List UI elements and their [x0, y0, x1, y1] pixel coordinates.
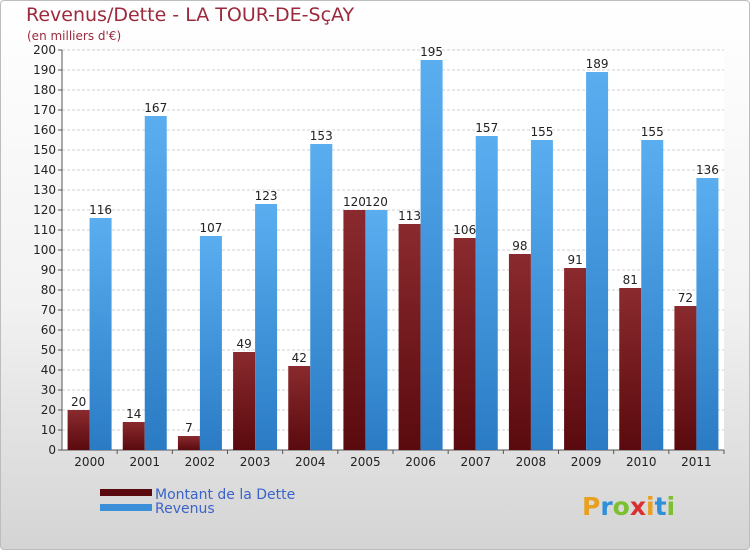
bar-revenus [310, 144, 333, 450]
data-label: 91 [567, 253, 582, 267]
y-tick-label: 30 [41, 383, 56, 397]
data-label: 155 [530, 125, 553, 139]
data-label: 107 [199, 221, 222, 235]
bar-debt [177, 436, 200, 450]
data-label: 113 [398, 209, 421, 223]
data-label: 98 [512, 239, 527, 253]
x-tick-label: 2004 [295, 455, 326, 469]
x-tick-label: 2008 [516, 455, 547, 469]
y-tick-label: 170 [33, 103, 56, 117]
data-label: 14 [126, 407, 141, 421]
bar-revenus [144, 116, 167, 450]
y-tick-label: 120 [33, 203, 56, 217]
bar-revenus [696, 178, 719, 450]
logo-letter: t [655, 492, 667, 521]
data-label: 195 [420, 45, 443, 59]
bar-debt [674, 306, 697, 450]
data-label: 155 [641, 125, 664, 139]
data-label: 189 [586, 57, 609, 71]
bar-debt [619, 288, 642, 450]
y-tick-label: 60 [41, 323, 56, 337]
y-tick-label: 200 [33, 43, 56, 57]
bar-debt [122, 422, 145, 450]
data-label: 120 [343, 195, 366, 209]
x-tick-label: 2002 [185, 455, 216, 469]
x-tick-label: 2011 [681, 455, 712, 469]
bar-revenus [199, 236, 222, 450]
bar-debt [508, 254, 531, 450]
data-label: 123 [255, 189, 278, 203]
y-tick-label: 150 [33, 143, 56, 157]
x-tick-label: 2010 [626, 455, 657, 469]
logo-letter: P [582, 492, 600, 521]
data-label: 153 [310, 129, 333, 143]
bar-revenus [586, 72, 609, 450]
data-label: 81 [623, 273, 638, 287]
logo-letter: r [600, 492, 613, 521]
data-label: 167 [144, 101, 167, 115]
data-label: 120 [365, 195, 388, 209]
logo-letter: x [630, 492, 646, 521]
bar-revenus [89, 218, 112, 450]
data-label: 116 [89, 203, 112, 217]
chart-title: Revenus/Dette - LA TOUR-DE-SçAY [26, 4, 355, 26]
y-tick-label: 140 [33, 163, 56, 177]
bar-revenus [420, 60, 443, 450]
data-label: 136 [696, 163, 719, 177]
chart-subtitle: (en milliers d'€) [27, 29, 121, 43]
y-tick-label: 70 [41, 303, 56, 317]
bar-revenus [530, 140, 553, 450]
y-tick-label: 50 [41, 343, 56, 357]
y-tick-label: 100 [33, 243, 56, 257]
legend: Montant de la Dette Revenus [100, 487, 295, 517]
bar-revenus [365, 210, 388, 450]
bar-debt [343, 210, 366, 450]
bar-debt [564, 268, 587, 450]
y-tick-label: 110 [33, 223, 56, 237]
bar-debt [67, 410, 90, 450]
bar-revenus [475, 136, 498, 450]
x-tick-label: 2003 [240, 455, 271, 469]
proxiti-logo: Proxiti [582, 492, 675, 521]
legend-label-debt: Montant de la Dette [155, 487, 295, 503]
y-tick-label: 20 [41, 403, 56, 417]
y-tick-label: 90 [41, 263, 56, 277]
data-label: 106 [453, 223, 476, 237]
legend-swatch-debt [100, 489, 152, 496]
bar-revenus [255, 204, 278, 450]
logo-letter: i [646, 492, 655, 521]
bar-debt [453, 238, 476, 450]
y-tick-label: 40 [41, 363, 56, 377]
y-tick-label: 0 [48, 443, 56, 457]
legend-swatch-revenus [100, 504, 152, 511]
x-tick-label: 2006 [405, 455, 436, 469]
y-tick-label: 190 [33, 63, 56, 77]
y-tick-label: 80 [41, 283, 56, 297]
bar-debt [233, 352, 256, 450]
x-tick-label: 2000 [74, 455, 105, 469]
legend-label-revenus: Revenus [155, 501, 215, 517]
bar-revenus [641, 140, 664, 450]
y-tick-label: 130 [33, 183, 56, 197]
data-label: 20 [71, 395, 86, 409]
data-label: 72 [678, 291, 693, 305]
data-label: 7 [185, 421, 193, 435]
y-tick-label: 10 [41, 423, 56, 437]
x-tick-label: 2001 [129, 455, 160, 469]
logo-letter: i [667, 492, 676, 521]
bar-debt [288, 366, 311, 450]
data-label: 42 [292, 351, 307, 365]
x-tick-label: 2007 [460, 455, 491, 469]
bar-debt [398, 224, 421, 450]
x-tick-label: 2005 [350, 455, 381, 469]
data-label: 157 [475, 121, 498, 135]
x-tick-label: 2009 [571, 455, 602, 469]
plot-area: 0 10 20 30 40 50 60 70 80 90 100 110 120 130 140 150 160… [33, 43, 725, 469]
data-label: 49 [236, 337, 251, 351]
logo-letter: o [613, 492, 630, 521]
y-tick-label: 160 [33, 123, 56, 137]
y-tick-label: 180 [33, 83, 56, 97]
